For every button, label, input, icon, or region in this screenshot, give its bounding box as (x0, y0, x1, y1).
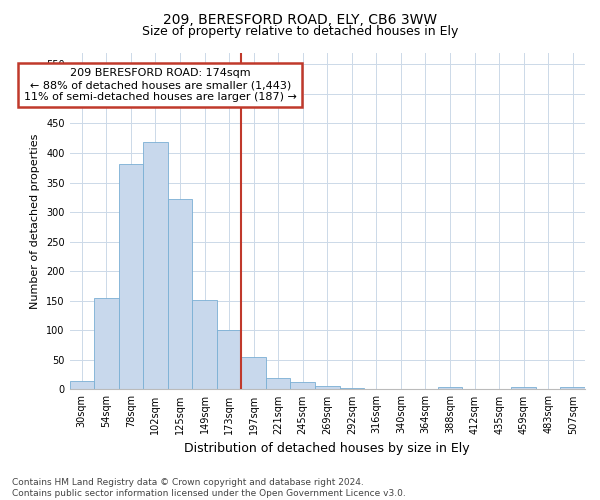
Bar (290, 382, 315, 390)
Text: 209, BERESFORD ROAD, ELY, CB6 3WW: 209, BERESFORD ROAD, ELY, CB6 3WW (163, 12, 437, 26)
Bar (70, 380, 94, 390)
Bar (217, 330, 241, 390)
Bar (560, 387, 585, 390)
Bar (462, 389, 487, 390)
Bar (241, 357, 266, 390)
Bar (487, 389, 511, 390)
Text: Size of property relative to detached houses in Ely: Size of property relative to detached ho… (142, 25, 458, 38)
Bar (340, 388, 364, 390)
Bar (413, 389, 438, 390)
Bar (143, 142, 167, 390)
Bar (315, 386, 340, 390)
Bar (94, 298, 119, 390)
Bar (167, 198, 192, 390)
Bar (192, 300, 217, 390)
Bar (536, 389, 560, 390)
Bar (511, 387, 536, 390)
Bar (119, 164, 143, 390)
Y-axis label: Number of detached properties: Number of detached properties (31, 134, 40, 308)
X-axis label: Distribution of detached houses by size in Ely: Distribution of detached houses by size … (184, 442, 470, 455)
Bar (266, 378, 290, 390)
Bar (364, 389, 389, 390)
Bar (389, 389, 413, 390)
Text: Contains HM Land Registry data © Crown copyright and database right 2024.
Contai: Contains HM Land Registry data © Crown c… (12, 478, 406, 498)
Bar (438, 387, 462, 390)
Text: 209 BERESFORD ROAD: 174sqm
← 88% of detached houses are smaller (1,443)
11% of s: 209 BERESFORD ROAD: 174sqm ← 88% of deta… (24, 68, 297, 102)
